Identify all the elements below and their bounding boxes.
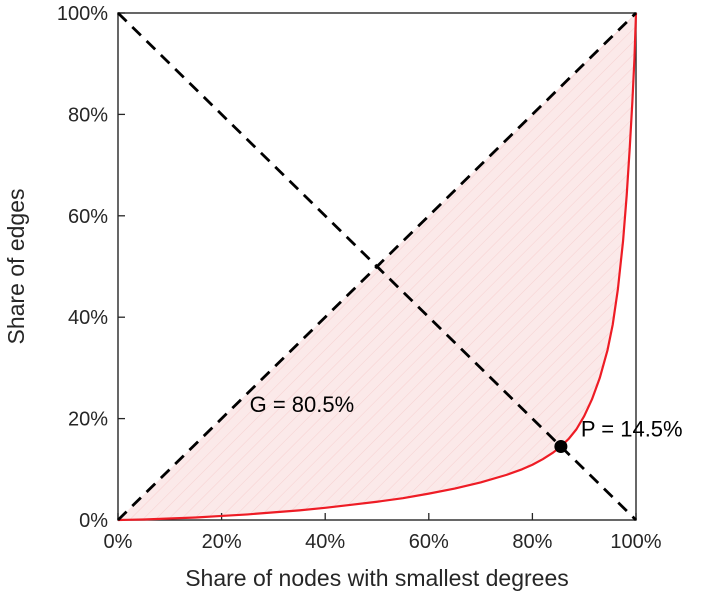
x-axis-label: Share of nodes with smallest degrees	[185, 565, 569, 591]
gini-value-label: G = 80.5%	[250, 392, 355, 417]
anti-diagonal-line	[117, 11, 637, 522]
axes-box	[117, 12, 637, 521]
lorenz-curve	[117, 12, 638, 522]
y-tick-label: 80%	[68, 104, 108, 126]
x-tick-label: 20%	[202, 531, 242, 553]
y-tick-label: 40%	[68, 307, 108, 329]
y-tick-label: 20%	[68, 409, 108, 431]
y-tick-label: 100%	[57, 3, 108, 25]
y-tick-label: 60%	[68, 206, 108, 228]
x-tick-label: 40%	[305, 531, 345, 553]
x-tick-label: 60%	[409, 531, 449, 553]
intersection-point	[554, 439, 568, 453]
x-tick-label: 0%	[104, 531, 133, 553]
y-tick-label: 0%	[79, 510, 108, 532]
p-value-label: P = 14.5%	[581, 416, 683, 441]
x-tick-label: 80%	[512, 531, 552, 553]
x-tick-label: 100%	[610, 531, 661, 553]
y-axis-label: Share of edges	[3, 188, 29, 344]
